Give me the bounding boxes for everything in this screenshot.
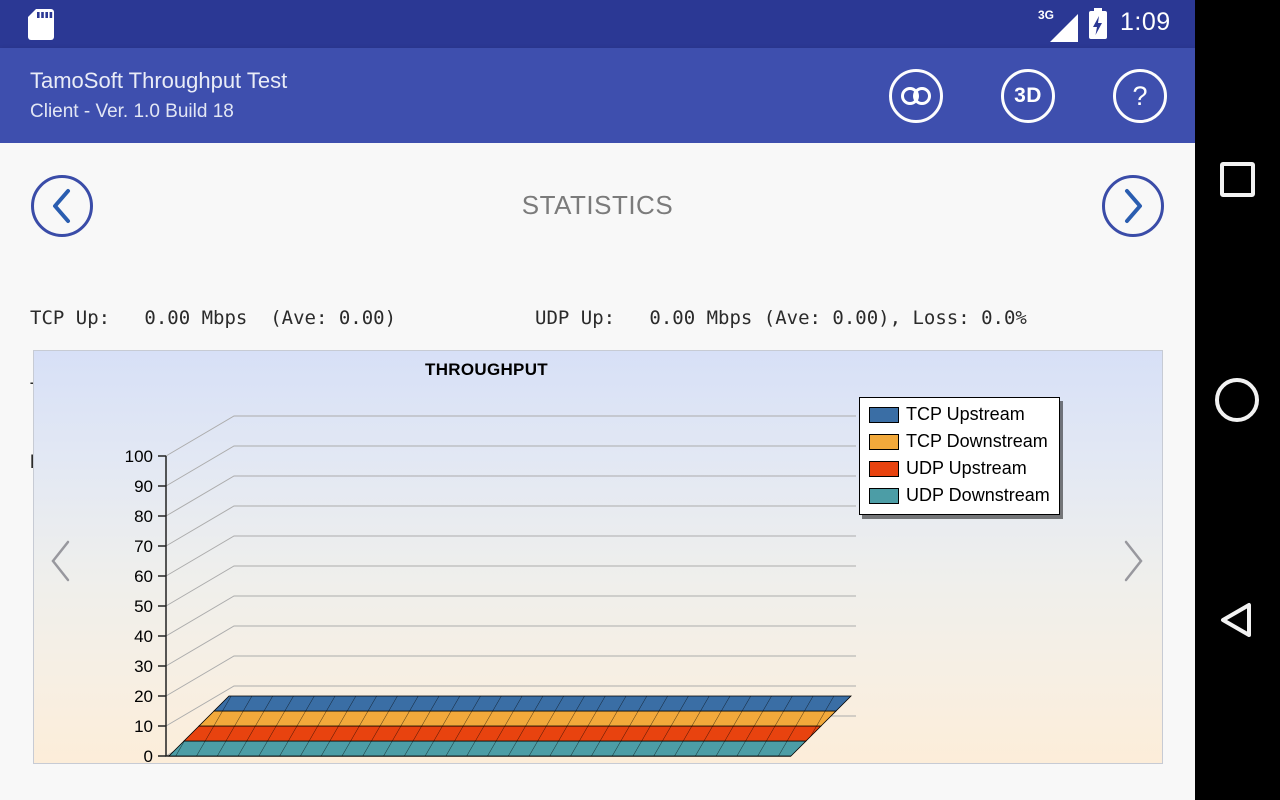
chevron-right-icon — [1125, 189, 1142, 223]
back-button[interactable] — [1217, 600, 1257, 640]
y-tick-label: 40 — [134, 627, 153, 646]
series-ribbon-hatch — [214, 696, 851, 711]
y-tick-label: 70 — [134, 537, 153, 556]
y-tick-label: 50 — [134, 597, 153, 616]
legend-swatch — [869, 433, 899, 450]
back-triangle-icon — [1221, 603, 1251, 637]
legend-label: UDP Downstream — [906, 485, 1050, 505]
home-button[interactable] — [1215, 378, 1259, 422]
legend-item: UDP Upstream — [869, 458, 1050, 479]
chart-scroll-left-button[interactable] — [48, 537, 74, 585]
y-tick-label: 0 — [144, 747, 153, 763]
status-bar: 3G 1:09 — [0, 0, 1195, 48]
stat-line-udp-up: UDP Up: 0.00 Mbps (Ave: 0.00), Loss: 0.0… — [535, 307, 1027, 329]
gridline — [165, 445, 856, 487]
legend-swatch — [869, 460, 899, 477]
legend-label: TCP Upstream — [906, 404, 1025, 424]
gridline — [165, 535, 856, 577]
gridline — [165, 565, 856, 607]
chart-legend: TCP Upstream TCP Downstream UDP Upstream UD… — [859, 397, 1060, 515]
legend-swatch — [869, 406, 899, 423]
chart-chevron-left-icon — [51, 540, 70, 582]
help-icon: ? — [1132, 80, 1148, 111]
y-tick-label: 60 — [134, 567, 153, 586]
series-ribbon-hatch — [199, 711, 836, 726]
y-tick-label: 80 — [134, 507, 153, 526]
sdcard-icon — [28, 9, 54, 40]
stat-line-tcp-up: TCP Up: 0.00 Mbps (Ave: 0.00) — [30, 307, 397, 329]
series-ribbon-hatch — [184, 726, 821, 741]
gridline — [165, 655, 856, 697]
recents-button[interactable] — [1220, 162, 1255, 197]
chevron-left-icon — [53, 189, 70, 223]
series-ribbon-hatch — [169, 741, 806, 756]
y-tick-label: 10 — [134, 717, 153, 736]
android-nav-bar — [1195, 0, 1280, 800]
legend-item: TCP Upstream — [869, 404, 1050, 425]
chart-scroll-right-button[interactable] — [1120, 537, 1146, 585]
gridline — [165, 415, 856, 457]
network-type-label: 3G — [1038, 8, 1055, 22]
y-tick-label: 30 — [134, 657, 153, 676]
battery-icon — [1089, 8, 1107, 39]
3d-view-label: 3D — [1014, 84, 1042, 107]
gridline — [165, 625, 856, 667]
gridline — [165, 595, 856, 637]
signal-cluster: 3G — [1038, 6, 1082, 44]
legend-item: TCP Downstream — [869, 431, 1050, 452]
gridline — [165, 475, 856, 517]
app-bar: TamoSoft Throughput Test Client - Ver. 1… — [0, 48, 1195, 143]
3d-view-button[interactable]: 3D — [1001, 69, 1055, 123]
gridline — [165, 685, 856, 727]
prev-page-button[interactable] — [31, 175, 93, 237]
chart-chevron-right-icon — [1124, 540, 1143, 582]
app-title: TamoSoft Throughput Test — [30, 68, 288, 93]
chart-canvas: 0 10 20 30 40 50 60 70 80 90 100 — [125, 415, 856, 763]
throughput-chart: THROUGHPUT 0 10 20 30 40 50 60 70 80 90 100 TCP Up… — [33, 350, 1163, 764]
connect-button[interactable] — [889, 69, 943, 123]
app-subtitle: Client - Ver. 1.0 Build 18 — [30, 101, 234, 122]
main-content: STATISTICS TCP Up: 0.00 Mbps (Ave: 0.00)… — [0, 143, 1195, 800]
page-title: STATISTICS — [521, 190, 674, 220]
link-icon — [901, 87, 931, 105]
next-page-button[interactable] — [1102, 175, 1164, 237]
legend-label: TCP Downstream — [906, 431, 1048, 451]
legend-swatch — [869, 487, 899, 504]
chart-title: THROUGHPUT — [425, 360, 548, 379]
gridline — [165, 505, 856, 547]
y-tick-label: 90 — [134, 477, 153, 496]
legend-item: UDP Downstream — [869, 485, 1050, 506]
help-button[interactable]: ? — [1113, 69, 1167, 123]
signal-icon — [1050, 14, 1078, 42]
y-tick-label: 100 — [125, 447, 153, 466]
y-tick-label: 20 — [134, 687, 153, 706]
legend-label: UDP Upstream — [906, 458, 1027, 478]
clock: 1:09 — [1120, 8, 1171, 36]
